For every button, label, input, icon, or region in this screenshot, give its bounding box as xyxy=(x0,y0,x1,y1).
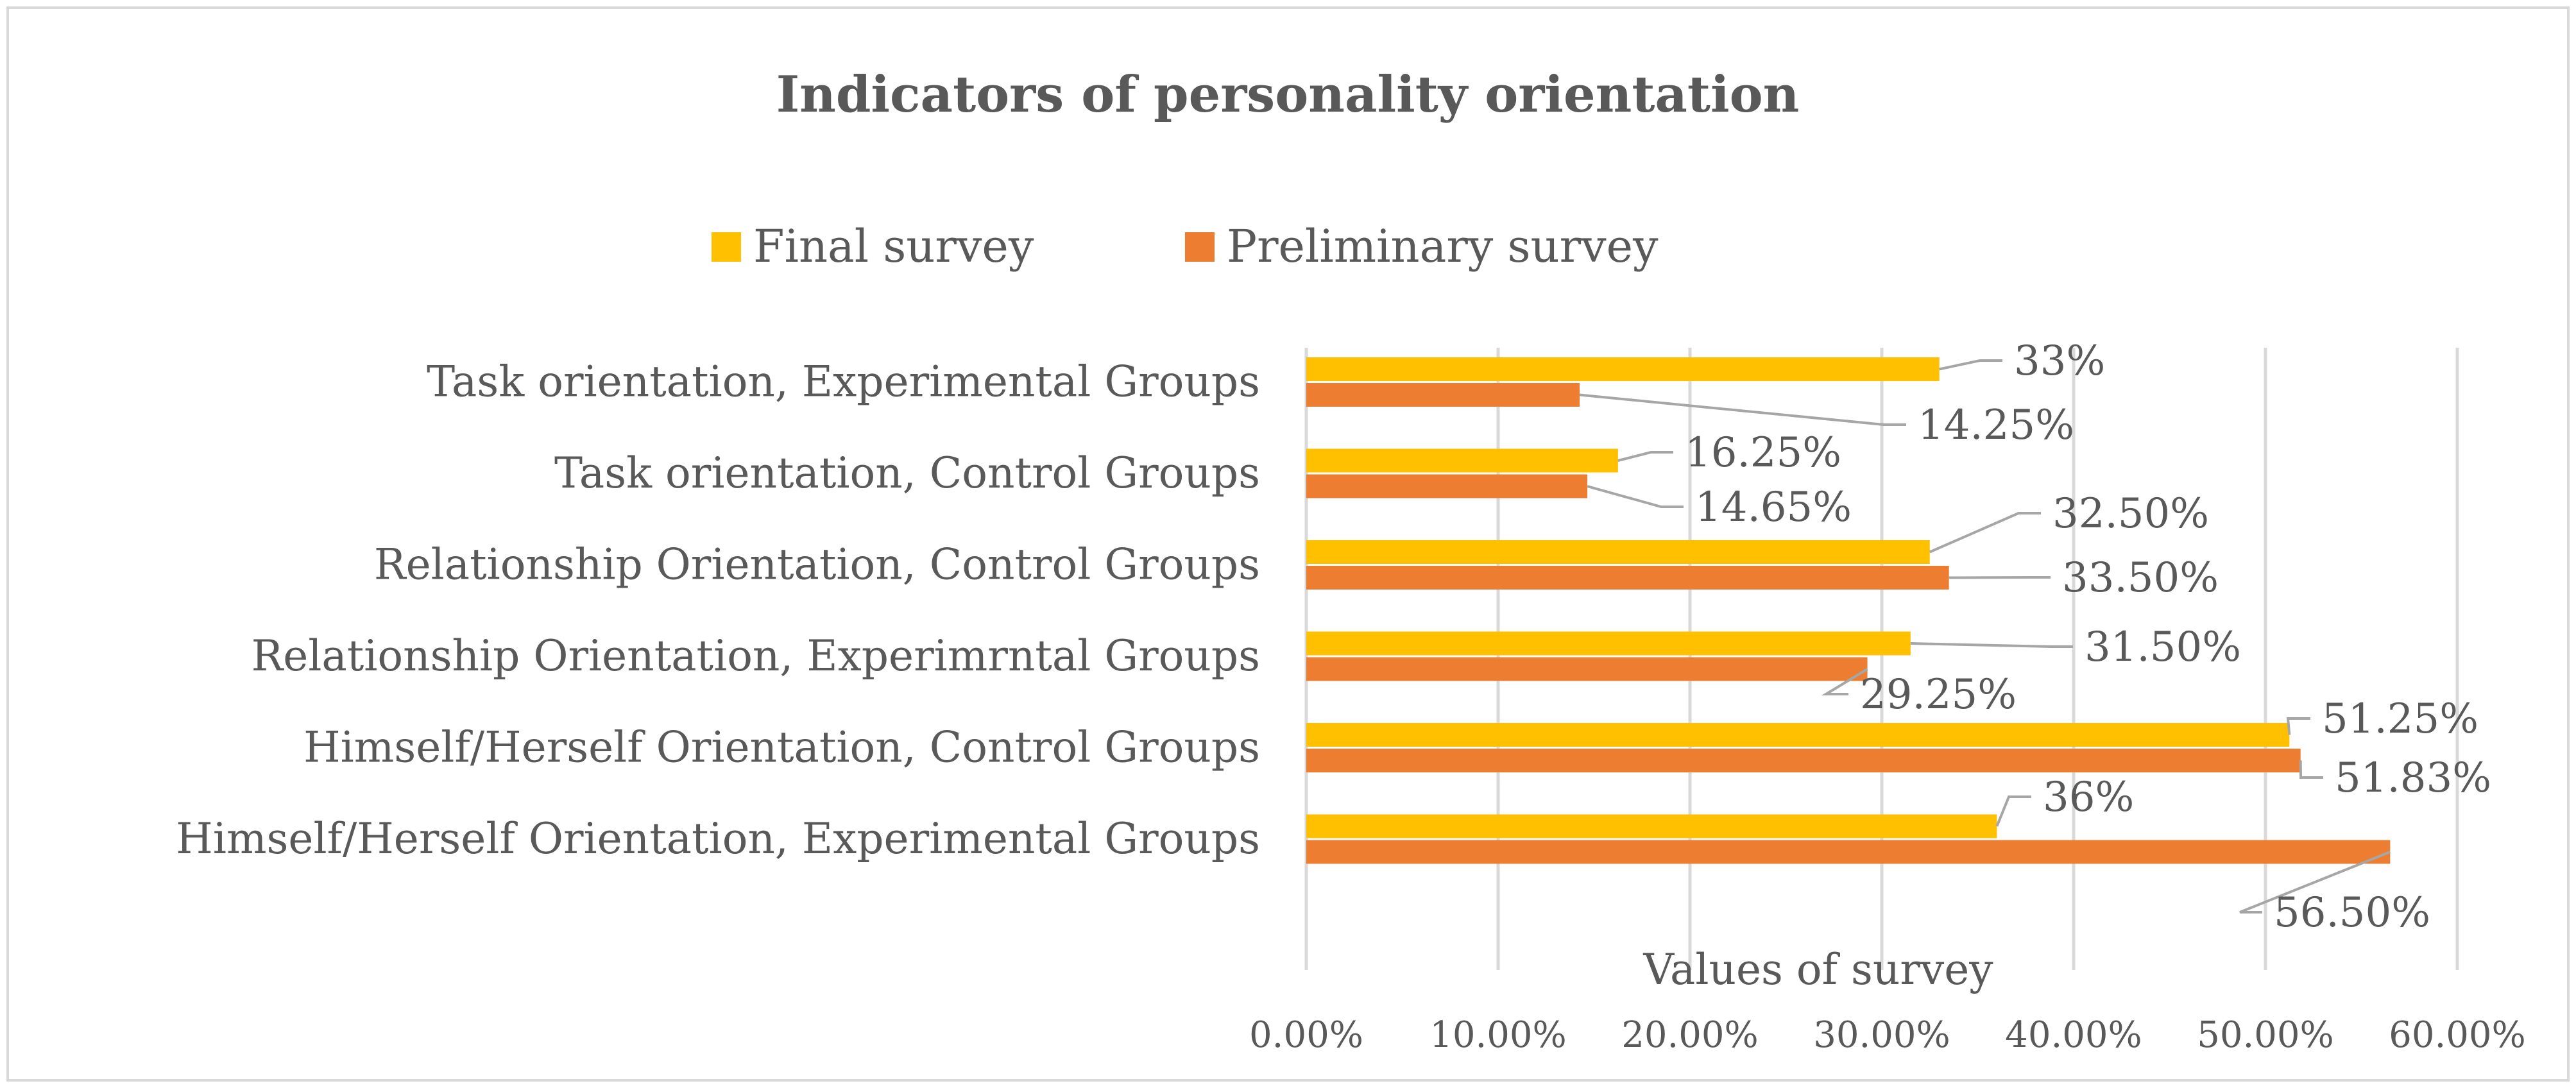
data-label-final-survey: 51.25% xyxy=(2322,695,2478,743)
bar-preliminary-survey xyxy=(1306,383,1580,407)
category-label: Relationship Orientation, Control Groups xyxy=(374,540,1260,590)
label-leader-line xyxy=(1929,512,2041,554)
label-leader-line xyxy=(1821,668,1868,695)
label-leader-line xyxy=(1579,393,1906,426)
label-leader-lines xyxy=(1579,359,2391,914)
data-label-preliminary-survey: 51.83% xyxy=(2335,754,2491,802)
label-leader-line xyxy=(1587,485,1684,508)
label-leader-line xyxy=(1949,576,2051,579)
x-tick-label: 20.00% xyxy=(1621,1014,1759,1056)
data-label-final-survey: 33% xyxy=(2014,337,2105,385)
data-label-final-survey: 16.25% xyxy=(1685,429,1841,477)
bars xyxy=(1306,357,2391,864)
category-label: Himself/Herself Orientation, Control Gro… xyxy=(303,723,1260,772)
label-leader-line xyxy=(1910,642,2073,648)
bar-preliminary-survey xyxy=(1306,657,1868,681)
category-label: Himself/Herself Orientation, Experimenta… xyxy=(176,814,1260,863)
label-leader-line xyxy=(1995,795,2031,827)
category-label: Relationship Orientation, Experimrntal G… xyxy=(252,631,1260,681)
x-tick-label: 30.00% xyxy=(1813,1014,1950,1056)
legend-swatch-final-survey xyxy=(712,232,741,262)
bar-final-survey xyxy=(1306,631,1911,656)
data-label-preliminary-survey: 14.25% xyxy=(1918,402,2074,449)
bar-final-survey xyxy=(1306,448,1618,473)
bar-preliminary-survey xyxy=(1306,840,2391,864)
legend-label-final-survey: Final survey xyxy=(753,220,1034,273)
category-label: Task orientation, Control Groups xyxy=(554,448,1260,498)
data-label-preliminary-survey: 14.65% xyxy=(1695,484,1852,531)
label-leader-line xyxy=(1617,451,1673,462)
data-labels: 33% 14.25% 16.25% 14.65% 32.50% 33.50% 31.50% 2… xyxy=(1685,337,2491,937)
legend-label-preliminary-survey: Preliminary survey xyxy=(1227,220,1659,273)
x-axis-title: Values of survey xyxy=(1642,945,1993,994)
label-leader-line xyxy=(2299,760,2323,779)
bar-final-survey xyxy=(1306,723,2290,747)
data-label-preliminary-survey: 29.25% xyxy=(1860,671,2017,718)
x-tick-label: 40.00% xyxy=(2005,1014,2142,1056)
bar-final-survey xyxy=(1306,540,1930,564)
x-axis-ticks: 0.00% 10.00% 20.00% 30.00% 40.00% 50.00% 60.00… xyxy=(1249,1014,2526,1056)
category-label: Task orientation, Experimental Groups xyxy=(427,357,1260,407)
x-tick-label: 60.00% xyxy=(2389,1014,2526,1056)
label-leader-line xyxy=(1939,359,2002,371)
x-tick-label: 0.00% xyxy=(1249,1014,1363,1056)
label-leader-line xyxy=(2239,851,2391,914)
bar-preliminary-survey xyxy=(1306,749,2301,772)
data-label-final-survey: 31.50% xyxy=(2085,624,2241,671)
category-labels: Task orientation, Experimental Groups Tas… xyxy=(176,357,1260,864)
data-label-preliminary-survey: 56.50% xyxy=(2274,889,2430,937)
bar-preliminary-survey xyxy=(1306,474,1588,498)
data-label-final-survey: 36% xyxy=(2043,774,2134,821)
data-label-preliminary-survey: 33.50% xyxy=(2062,554,2219,602)
bar-final-survey xyxy=(1306,357,1940,381)
x-tick-label: 50.00% xyxy=(2197,1014,2334,1056)
legend: Final survey Preliminary survey xyxy=(712,220,1659,273)
bar-final-survey xyxy=(1306,814,1997,838)
legend-swatch-preliminary-survey xyxy=(1185,232,1215,262)
chart: Indicators of personality orientation Fi… xyxy=(176,65,2526,1056)
x-tick-label: 10.00% xyxy=(1429,1014,1567,1056)
bar-preliminary-survey xyxy=(1306,566,1949,590)
chart-frame: Indicators of personality orientation Fi… xyxy=(6,6,2570,1082)
chart-title: Indicators of personality orientation xyxy=(776,65,1800,124)
label-leader-line xyxy=(2286,717,2310,735)
data-label-final-survey: 32.50% xyxy=(2052,490,2209,538)
